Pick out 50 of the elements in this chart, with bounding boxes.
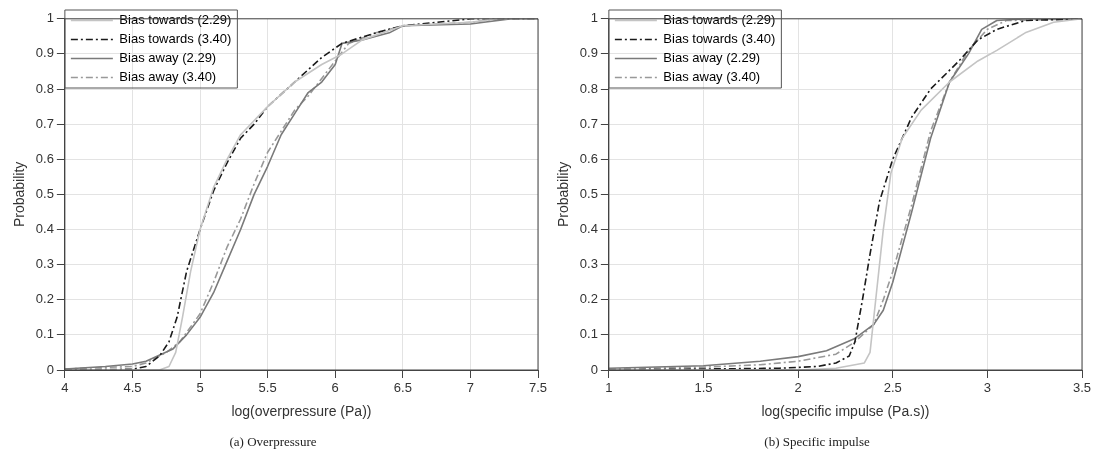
- y-tick-label: 1: [590, 10, 598, 26]
- y-tick-label: 0.8: [579, 80, 598, 96]
- x-tick-label: 5.5: [258, 380, 277, 396]
- y-tick-label: 0.4: [579, 221, 598, 237]
- y-tick-label: 0.5: [579, 185, 598, 201]
- x-tick-label: 1.5: [694, 380, 713, 396]
- y-tick-label: 0.9: [579, 45, 598, 61]
- y-tick-label: 0.7: [35, 115, 54, 131]
- x-tick-label: 3: [983, 380, 991, 396]
- y-tick-label: 0.6: [35, 150, 54, 166]
- y-tick-label: 0.3: [35, 256, 54, 272]
- x-tick-label: 4: [61, 380, 69, 396]
- x-tick-label: 3.5: [1072, 380, 1092, 396]
- x-tick-label: 6.5: [393, 380, 412, 396]
- y-tick-label: 0.5: [35, 185, 54, 201]
- x-tick-label: 2: [794, 380, 802, 396]
- y-tick-label: 0.2: [579, 291, 598, 307]
- y-tick-label: 0.2: [35, 291, 54, 307]
- legend-label: Bias towards (2.29): [119, 12, 232, 28]
- legend-label: Bias away (2.29): [119, 50, 217, 66]
- y-tick-label: 0.9: [35, 45, 54, 61]
- x-axis-title: log(specific impulse (Pa.s)): [761, 402, 930, 419]
- y-axis-title: Probability: [555, 161, 572, 228]
- y-tick-label: 0.6: [579, 150, 598, 166]
- y-tick-label: 0.4: [35, 221, 54, 237]
- y-tick-label: 0.1: [35, 326, 54, 342]
- y-tick-label: 0: [46, 361, 54, 377]
- x-tick-label: 2.5: [883, 380, 902, 396]
- y-tick-label: 0.3: [579, 256, 598, 272]
- x-tick-label: 7.5: [528, 380, 548, 396]
- x-axis-title: log(overpressure (Pa)): [231, 402, 372, 419]
- x-tick-label: 5: [196, 380, 204, 396]
- x-tick-label: 1: [605, 380, 613, 396]
- x-tick-label: 4.5: [123, 380, 142, 396]
- y-axis-title: Probability: [11, 161, 28, 228]
- x-tick-label: 7: [466, 380, 475, 396]
- text: (b) Specific impulse: [764, 433, 870, 449]
- legend-label: Bias towards (3.40): [663, 31, 776, 47]
- legend-label: Bias away (3.40): [119, 69, 217, 85]
- legend-label: Bias away (3.40): [663, 69, 761, 85]
- x-tick-label: 6: [331, 380, 339, 396]
- y-tick-label: 0.8: [35, 80, 54, 96]
- legend-label: Bias towards (3.40): [119, 31, 232, 47]
- y-tick-label: 0.7: [579, 115, 598, 131]
- legend-label: Bias away (2.29): [663, 50, 761, 66]
- y-tick-label: 1: [46, 10, 54, 26]
- y-tick-label: 0.1: [579, 326, 598, 342]
- y-tick-label: 0: [590, 361, 598, 377]
- text: (a) Overpressure: [229, 433, 317, 449]
- legend-label: Bias towards (2.29): [663, 12, 776, 28]
